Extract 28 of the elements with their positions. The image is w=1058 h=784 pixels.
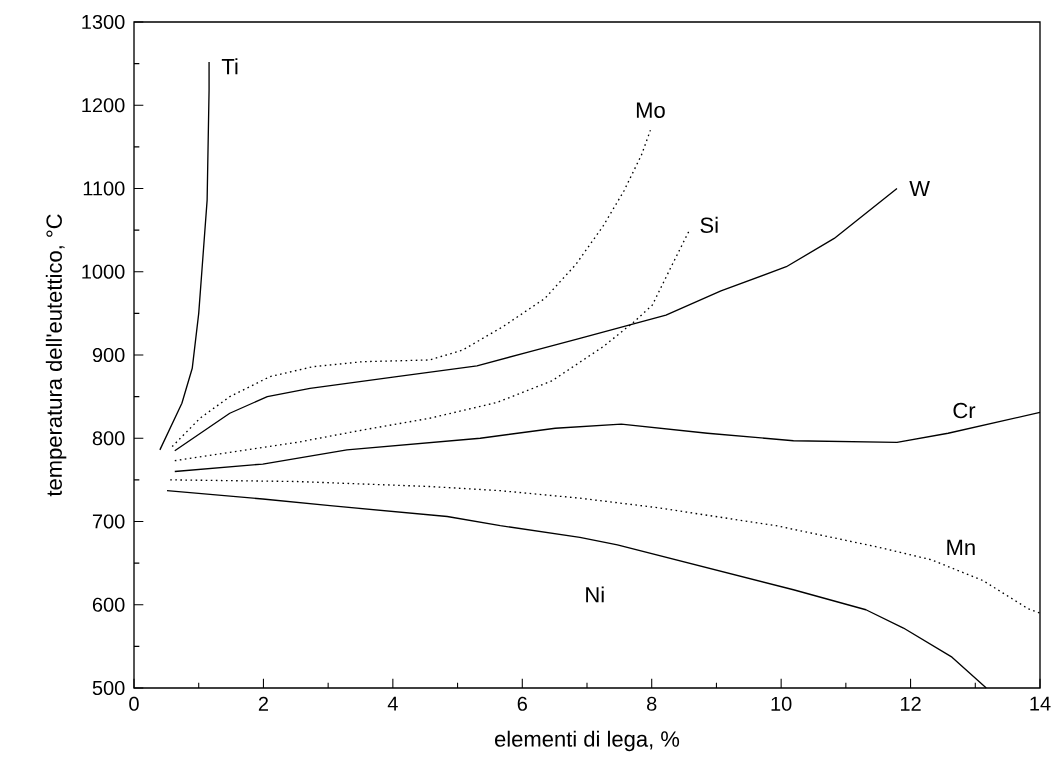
x-axis-title: elementi di lega, %: [495, 730, 680, 752]
x-tick-label: 4: [387, 696, 398, 711]
series-label: Mn: [947, 539, 975, 555]
y-tick-label: 700: [92, 514, 125, 529]
x-tick-label: 8: [647, 696, 657, 711]
x-tick-label: 2: [258, 696, 268, 711]
x-tick-label: 14: [1030, 696, 1051, 711]
line-series: [171, 129, 652, 448]
y-axis-title: temperatura dell'eutettico, °C: [45, 214, 67, 497]
y-tick-label: 1100: [83, 181, 125, 196]
series-label: Ni: [586, 586, 604, 603]
series-label: Ti: [221, 58, 238, 75]
series-label: Mo: [636, 102, 665, 118]
x-tick-label: 12: [900, 696, 921, 711]
y-tick-label: 900: [92, 347, 125, 363]
y-tick-label: 1200: [82, 98, 125, 113]
y-tick-label: 800: [92, 431, 125, 446]
x-tick-label: 0: [129, 696, 139, 711]
line-series: [159, 61, 210, 451]
y-tick-label: 1000: [82, 264, 125, 279]
y-tick-label: 500: [92, 680, 125, 696]
x-tick-label: 10: [771, 696, 792, 711]
series-label: Cr: [953, 402, 976, 419]
series-label: Si: [700, 216, 718, 234]
y-tick-label: 600: [92, 597, 125, 612]
x-tick-label: 6: [517, 696, 527, 711]
y-tick-label: 1300: [82, 14, 125, 30]
series-label: W: [909, 180, 930, 197]
